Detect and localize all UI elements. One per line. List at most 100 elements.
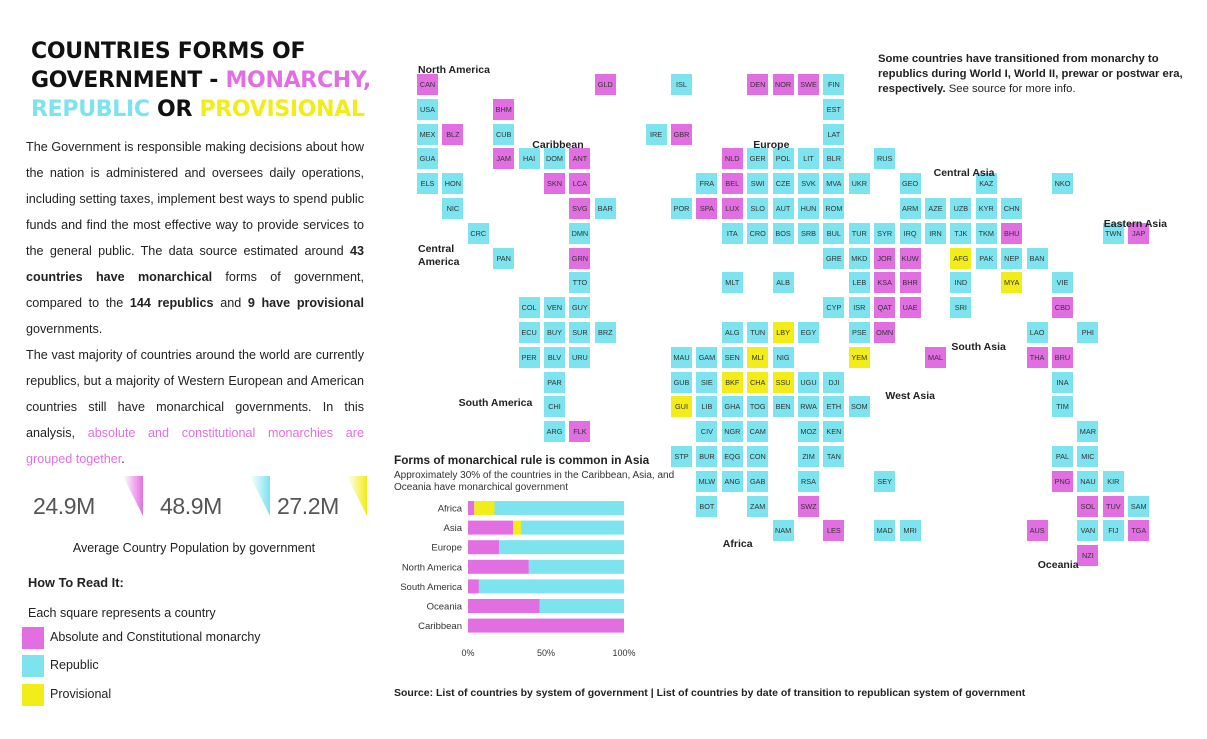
country-tile-par: PAR xyxy=(544,371,565,393)
country-tile-col: COL xyxy=(518,297,540,319)
country-tile-ngr: NGR xyxy=(721,421,743,443)
country-tile-pse: PSE xyxy=(848,322,870,343)
title-provisional: PROVISIONAL xyxy=(199,97,365,122)
country-tile-aut: AUT xyxy=(772,198,794,219)
region-label-south-america: South America xyxy=(458,396,533,409)
bar-segment-monarchy xyxy=(468,540,500,555)
country-tile-cha: CHA xyxy=(747,371,769,393)
country-tile-brz: BRZ xyxy=(594,322,616,343)
country-tile-lux: LUX xyxy=(721,198,743,219)
country-tile-bur: BUR xyxy=(696,446,718,467)
country-tile-lib: LIB xyxy=(696,396,718,418)
country-tile-gre: GRE xyxy=(823,247,845,269)
country-tile-mkd: MKD xyxy=(848,247,870,269)
intro-p1-a: The Government is responsible making dec… xyxy=(26,140,364,258)
country-tile-aus: AUS xyxy=(1026,520,1048,542)
country-tile-som: SOM xyxy=(848,396,870,418)
country-tile-ang: ANG xyxy=(721,470,743,492)
intro-p1-c: forms of government, compared to the xyxy=(26,270,364,310)
country-tile-kaz: KAZ xyxy=(975,173,997,195)
country-tile-ban: BAN xyxy=(1026,247,1048,269)
bar-segment-republic xyxy=(494,501,624,515)
country-tile-lat: LAT xyxy=(823,123,845,145)
country-tile-blv: BLV xyxy=(544,346,565,368)
country-tile-crc: CRC xyxy=(467,222,489,244)
bar-x-tick-label: 50% xyxy=(537,648,555,658)
country-tile-srb: SRB xyxy=(798,222,819,244)
country-tile-civ: CIV xyxy=(696,421,718,443)
kpi-monarchy-value: 24.9M xyxy=(33,493,95,519)
country-tile-bot: BOT xyxy=(696,495,718,517)
country-tile-phi: PHI xyxy=(1077,322,1099,343)
country-tile-ger: GER xyxy=(747,148,769,170)
country-tile-ven: VEN xyxy=(544,297,565,319)
kpi-monarchy-corner xyxy=(123,476,143,516)
country-tile-blr: BLR xyxy=(823,148,845,170)
country-tile-blz: BLZ xyxy=(442,123,464,145)
region-label-africa: Africa xyxy=(722,538,753,551)
country-tile-bul: BUL xyxy=(823,222,845,244)
country-tile-sie: SIE xyxy=(696,371,718,393)
country-tile-swe: SWE xyxy=(798,74,819,95)
legend-provisional-swatch xyxy=(22,684,44,706)
bar-chart: Africa Asia Europe North America South Ameri… xyxy=(400,501,636,658)
bar-segment-monarchy xyxy=(468,501,475,515)
country-tile-nic: NIC xyxy=(442,198,464,219)
region-label-central-america: Central America xyxy=(418,242,460,268)
title-republic: REPUBLIC xyxy=(31,97,150,122)
country-tile-sur: SUR xyxy=(569,322,591,343)
country-tile-jor: JOR xyxy=(874,247,896,269)
country-tile-uru: URU xyxy=(569,346,591,368)
country-tile-van: VAN xyxy=(1077,520,1099,542)
country-tile-vie: VIE xyxy=(1052,272,1073,294)
country-tile-sam: SAM xyxy=(1128,495,1150,517)
legend-monarchy-swatch xyxy=(22,627,44,649)
country-tile-mar: MAR xyxy=(1077,421,1099,443)
country-tile-tjk: TJK xyxy=(950,222,972,244)
region-label-central-asia: Central Asia xyxy=(933,167,995,180)
country-tile-bru: BRU xyxy=(1052,346,1073,368)
bar-segment-monarchy xyxy=(468,618,624,633)
country-tile-pal: PAL xyxy=(1052,446,1073,467)
country-tile-tun: TUN xyxy=(747,322,769,343)
country-tile-lao: LAO xyxy=(1026,322,1048,343)
country-tile-est: EST xyxy=(823,98,845,120)
country-tile-con: CON xyxy=(747,446,769,467)
country-tile-fin: FIN xyxy=(823,74,845,95)
country-tile-swz: SWZ xyxy=(798,495,819,517)
legend-republic-label: Republic xyxy=(50,658,99,672)
intro-p1-d: and xyxy=(213,296,248,310)
country-tile-tuv: TUV xyxy=(1102,495,1124,517)
bar-chart-title: Forms of monarchical rule is common in A… xyxy=(394,453,650,467)
country-tile-nld: NLD xyxy=(721,148,743,170)
region-label-south-asia: South Asia xyxy=(951,340,1006,353)
kpi-republic-corner xyxy=(250,476,270,516)
bar-segment-monarchy xyxy=(468,599,540,613)
bar-segment-republic xyxy=(539,599,624,613)
country-tile-hun: HUN xyxy=(798,198,819,219)
country-tile-omn: OMN xyxy=(874,322,896,343)
country-tile-fij: FIJ xyxy=(1102,520,1124,542)
country-tile-bel: BEL xyxy=(721,173,743,195)
country-tile-nig: NIG xyxy=(772,346,794,368)
kpi-provisional-value: 27.2M xyxy=(277,493,339,519)
country-tile-nau: NAU xyxy=(1077,470,1099,492)
country-tile-dji: DJI xyxy=(823,371,845,393)
country-tile-kyr: KYR xyxy=(975,198,997,219)
country-tile-can: CAN xyxy=(417,74,438,95)
how-to-read-title: How To Read It: xyxy=(28,575,124,590)
country-tile-arm: ARM xyxy=(899,198,921,219)
country-tile-mva: MVA xyxy=(823,173,845,195)
country-tile-syr: SYR xyxy=(874,222,896,244)
intro-p1-republic-count: 144 republics xyxy=(129,296,214,310)
kpi-caption: Average Country Population by government xyxy=(72,541,316,555)
title-line-2: GOVERNMENT - MONARCHY, xyxy=(31,66,381,95)
country-tile-buy: BUY xyxy=(544,322,565,343)
country-tile-png: PNG xyxy=(1052,470,1073,492)
country-tile-mlw: MLW xyxy=(696,470,718,492)
bar-category-label: Oceania xyxy=(427,602,463,613)
country-tile-lca: LCA xyxy=(569,173,591,195)
country-tile-rsa: RSA xyxy=(798,470,819,492)
country-tile-tkm: TKM xyxy=(975,222,997,244)
country-tile-ssu: SSU xyxy=(772,371,794,393)
